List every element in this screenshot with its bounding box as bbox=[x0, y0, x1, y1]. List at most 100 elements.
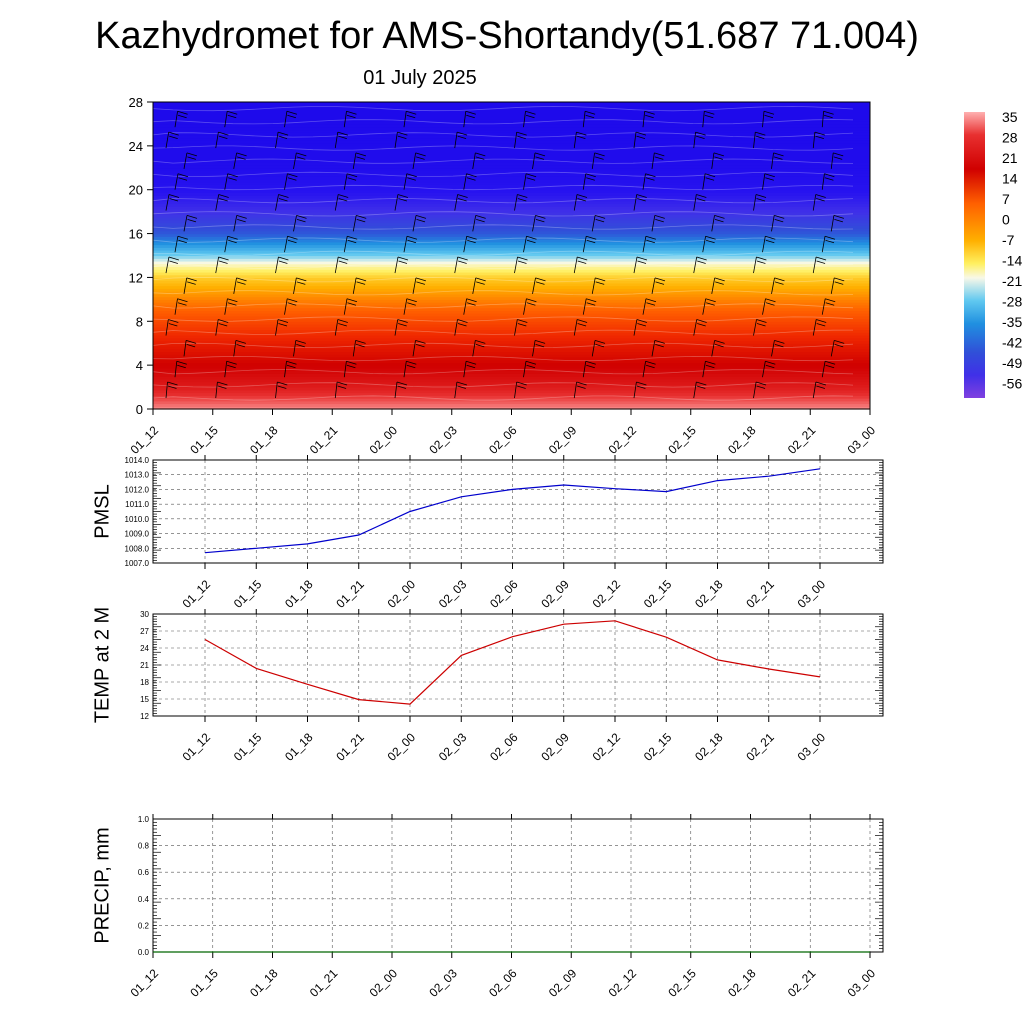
heatmap-band bbox=[153, 343, 870, 347]
x-tick-label: 03_00 bbox=[795, 730, 829, 764]
contour-line bbox=[152, 395, 854, 401]
wind-barb-flag bbox=[834, 340, 845, 344]
heatmap-band bbox=[153, 277, 870, 281]
wind-barb-flag bbox=[517, 198, 527, 202]
wind-barb-flag bbox=[347, 177, 357, 181]
x-tick-label: 01_15 bbox=[231, 730, 265, 764]
wind-barb-staff bbox=[693, 256, 698, 274]
panel-frame bbox=[152, 459, 884, 564]
wind-barb-flag bbox=[525, 110, 536, 115]
colorbar-label: -7 bbox=[1002, 232, 1015, 248]
wind-barb-flag bbox=[695, 135, 705, 139]
heatmap-band bbox=[153, 132, 870, 136]
wind-barb-staff bbox=[293, 340, 297, 357]
wind-barb-flag bbox=[406, 364, 416, 369]
wind-barb-flag bbox=[636, 381, 647, 386]
heatmap-band bbox=[153, 345, 870, 350]
wind-barb-flag bbox=[475, 277, 486, 282]
wind-barb-flag bbox=[415, 156, 425, 160]
wind-barb-flag bbox=[236, 277, 247, 282]
wind-barb-flag bbox=[177, 173, 189, 178]
wind-barb-flag bbox=[825, 364, 835, 369]
wind-barb-flag bbox=[517, 135, 526, 139]
heatmap-band bbox=[153, 110, 870, 114]
wind-barb-flag bbox=[186, 277, 197, 282]
contour-line bbox=[152, 237, 854, 243]
wind-barb-flag bbox=[457, 385, 467, 389]
wind-barb-flag bbox=[177, 302, 187, 306]
wind-barb-flag bbox=[278, 256, 289, 261]
wind-barb-flag bbox=[228, 239, 237, 244]
contour-line bbox=[152, 119, 854, 125]
wind-barbs bbox=[165, 110, 845, 399]
wind-barb-flag bbox=[774, 277, 785, 282]
wind-barb-flag bbox=[824, 235, 836, 240]
colorbar: 35 28 21 14 7 0 -7 -14 -21 -28 -35 -42 -49 -56 bbox=[964, 109, 1022, 398]
wind-barb-staff bbox=[830, 277, 835, 294]
wind-barb-staff bbox=[702, 236, 706, 253]
wind-barb-flag bbox=[764, 173, 775, 178]
heatmap-band bbox=[153, 263, 870, 268]
y-tick-label: 1.0 bbox=[138, 815, 150, 824]
heatmap-band bbox=[153, 354, 870, 358]
x-tick-label: 02_00 bbox=[385, 730, 419, 764]
wind-barb-flag bbox=[834, 344, 844, 348]
wind-barb-flag bbox=[227, 298, 238, 303]
wind-barb-staff bbox=[165, 132, 170, 149]
wind-barb-flag bbox=[236, 344, 246, 348]
wind-barb-staff bbox=[215, 256, 219, 274]
wind-barb-flag bbox=[637, 198, 646, 202]
y-tick-label: 0.6 bbox=[138, 868, 150, 877]
wind-barb-flag bbox=[833, 156, 843, 160]
heatmap-band bbox=[153, 370, 870, 374]
heatmap-band bbox=[153, 156, 870, 161]
wind-barb-flag bbox=[594, 152, 605, 157]
wind-barb-staff bbox=[183, 152, 188, 169]
wind-barb-flag bbox=[287, 173, 298, 178]
wind-barb-flag bbox=[177, 298, 188, 303]
wind-barb-flag bbox=[645, 364, 655, 369]
heatmap-band bbox=[153, 104, 870, 109]
heatmap-bands bbox=[152, 102, 870, 410]
wind-barb-flag bbox=[517, 385, 526, 389]
wind-barb-flag bbox=[396, 381, 408, 386]
heatmap-band bbox=[153, 165, 870, 169]
wind-barb-flag bbox=[397, 135, 407, 139]
wind-barb-flag bbox=[346, 364, 356, 369]
wind-barb-flag bbox=[774, 219, 784, 223]
x-tick-label: 02_09 bbox=[538, 577, 572, 611]
wind-barb-staff bbox=[165, 319, 169, 336]
heatmap-band bbox=[153, 247, 870, 251]
wind-barb-flag bbox=[286, 360, 297, 365]
wind-barb-flag bbox=[457, 323, 467, 327]
wind-barb-flag bbox=[834, 277, 845, 282]
wind-barb-staff bbox=[284, 298, 288, 315]
colorbar-label: 0 bbox=[1002, 212, 1010, 228]
wind-barb-staff bbox=[165, 256, 170, 274]
wind-barb-staff bbox=[693, 319, 698, 336]
wind-barb-flag bbox=[645, 173, 656, 178]
wind-barb-flag bbox=[416, 219, 426, 223]
wind-barb-flag bbox=[645, 177, 655, 181]
wind-barb-staff bbox=[591, 152, 595, 169]
heatmap-band bbox=[153, 332, 870, 336]
heatmap-x-tick-label: 03_00 bbox=[845, 423, 879, 457]
wind-barb-staff bbox=[224, 173, 229, 190]
contour-line bbox=[152, 171, 854, 178]
wind-barb-flag bbox=[347, 235, 358, 240]
figure-title: Kazhydromet for AMS-Shortandy(51.687 71.… bbox=[95, 15, 919, 57]
wind-barb-flag bbox=[169, 135, 178, 139]
wind-barb-flag bbox=[825, 302, 835, 306]
wind-barb-flag bbox=[168, 319, 179, 323]
y-tick-label: 24 bbox=[140, 644, 149, 653]
wind-barb-flag bbox=[287, 302, 297, 306]
wind-barb-flag bbox=[277, 131, 289, 136]
wind-barb-flag bbox=[406, 114, 416, 119]
wind-barb-flag bbox=[397, 194, 409, 198]
wind-barb-staff bbox=[532, 215, 536, 232]
wind-barb-staff bbox=[753, 132, 756, 149]
wind-barb-flag bbox=[654, 340, 665, 344]
wind-barb-flag bbox=[186, 215, 198, 219]
x-tick-label: 02_09 bbox=[546, 966, 580, 1000]
wind-barb-flag bbox=[475, 152, 486, 157]
